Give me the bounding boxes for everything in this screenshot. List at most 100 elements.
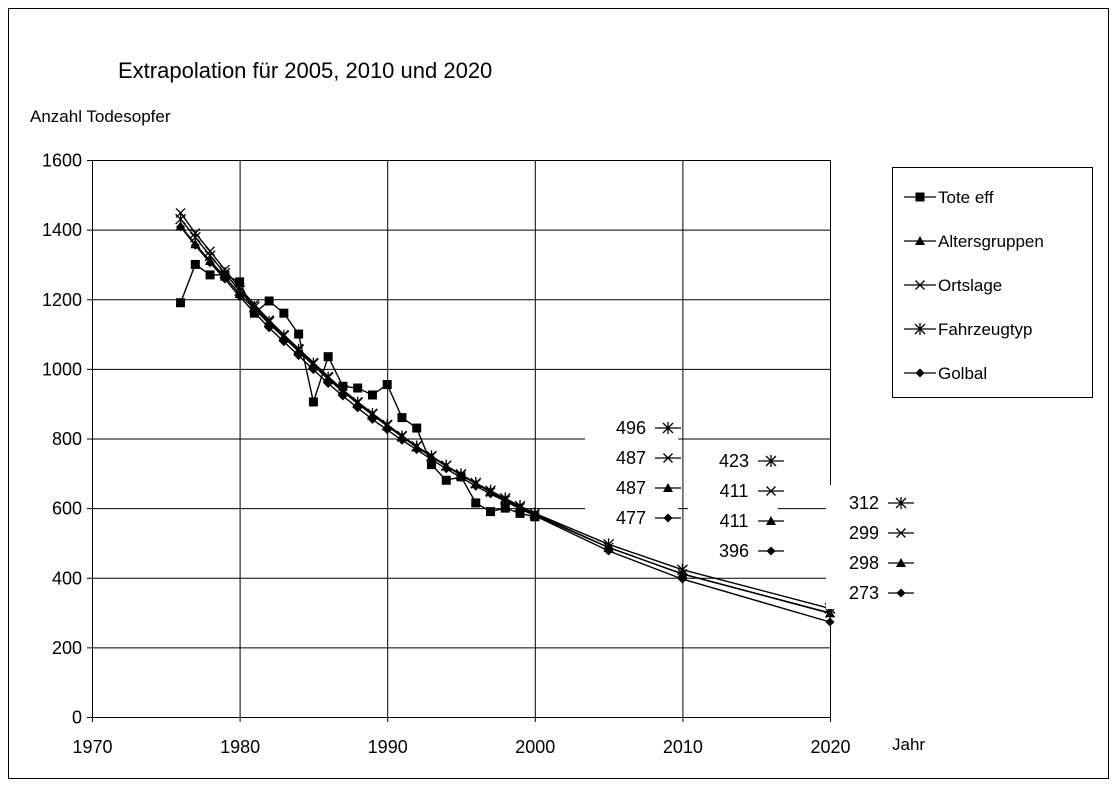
chart-title: Extrapolation für 2005, 2010 und 2020 bbox=[118, 58, 492, 83]
annotation-value: 411 bbox=[720, 511, 749, 531]
data-point bbox=[323, 352, 333, 362]
x-axis-label: Jahr bbox=[892, 735, 925, 754]
data-point bbox=[235, 277, 245, 287]
annotation-marker bbox=[895, 497, 907, 509]
data-point bbox=[441, 464, 451, 474]
axes: 0 200 400 600 800 1000 1200 1400 1600 1970 1980 199… bbox=[42, 151, 851, 758]
data-point bbox=[825, 617, 835, 627]
data-point bbox=[412, 423, 422, 433]
data-point bbox=[397, 413, 407, 423]
x-tick-label: 1990 bbox=[368, 737, 408, 757]
y-tick-label: 0 bbox=[72, 708, 82, 728]
data-point bbox=[279, 337, 289, 347]
annotation-marker bbox=[663, 453, 673, 463]
data-point bbox=[308, 397, 318, 407]
data-point bbox=[205, 270, 215, 280]
series-line bbox=[180, 218, 831, 610]
annotation-value: 396 bbox=[719, 541, 749, 561]
legend-marker bbox=[915, 368, 925, 378]
data-point bbox=[190, 259, 200, 269]
annotation-marker bbox=[766, 546, 776, 556]
x-tick-label: 1970 bbox=[72, 737, 112, 757]
y-tick-label: 1400 bbox=[42, 220, 82, 240]
data-point bbox=[397, 435, 407, 445]
data-point bbox=[338, 391, 348, 401]
annotation-y2010: 423 411 411 396 bbox=[688, 443, 784, 567]
legend-label: Fahrzeugtyp bbox=[938, 320, 1033, 339]
annotation-value: 487 bbox=[616, 448, 646, 468]
legend-label: Altersgruppen bbox=[938, 232, 1044, 251]
data-point bbox=[353, 403, 363, 413]
y-axis-label: Anzahl Todesopfer bbox=[30, 107, 171, 126]
annotation-marker bbox=[663, 483, 673, 492]
data-point bbox=[604, 546, 614, 556]
data-point bbox=[205, 258, 215, 268]
data-point bbox=[456, 472, 466, 482]
data-point bbox=[471, 481, 481, 491]
annotation-backdrop bbox=[826, 485, 936, 609]
data-point bbox=[382, 380, 392, 390]
annotation-marker bbox=[662, 422, 674, 434]
annotation-marker bbox=[766, 516, 776, 525]
legend-label: Tote eff bbox=[938, 188, 994, 207]
data-point bbox=[220, 274, 230, 284]
series-layer bbox=[175, 207, 836, 627]
y-tick-label: 400 bbox=[52, 568, 82, 588]
annotation-value: 411 bbox=[720, 481, 749, 501]
y-tick-label: 200 bbox=[52, 638, 82, 658]
x-tick-label: 2010 bbox=[663, 737, 703, 757]
legend: Tote eff Altersgruppen Ortslage Fahrzeugtyp… bbox=[892, 167, 1093, 398]
annotation-value: 477 bbox=[616, 508, 646, 528]
legend-marker bbox=[915, 236, 925, 245]
x-tick-label: 2020 bbox=[810, 737, 850, 757]
data-point bbox=[264, 323, 274, 333]
data-point bbox=[367, 390, 377, 400]
y-tick-label: 600 bbox=[52, 499, 82, 519]
y-tick-label: 1200 bbox=[42, 290, 82, 310]
data-point bbox=[426, 460, 436, 470]
annotation-value: 312 bbox=[849, 493, 879, 513]
legend-label: Ortslage bbox=[938, 276, 1002, 295]
series-line bbox=[180, 226, 831, 623]
data-point bbox=[353, 383, 363, 393]
annotation-value: 299 bbox=[849, 523, 879, 543]
data-point bbox=[500, 496, 510, 506]
data-point bbox=[486, 507, 496, 517]
annotation-value: 487 bbox=[616, 478, 646, 498]
data-point bbox=[190, 240, 200, 250]
legend-marker bbox=[915, 192, 925, 202]
annotation-value: 496 bbox=[616, 418, 646, 438]
data-point bbox=[412, 445, 422, 455]
annotation-marker bbox=[765, 455, 777, 467]
data-point bbox=[308, 365, 318, 375]
data-point bbox=[676, 563, 688, 576]
data-point bbox=[294, 329, 304, 339]
x-tick-label: 1980 bbox=[220, 737, 260, 757]
annotation-marker bbox=[896, 588, 906, 598]
data-point bbox=[249, 307, 259, 317]
annotation-y2005: 496 487 487 477 bbox=[585, 410, 681, 534]
annotation-backdrop bbox=[688, 443, 778, 567]
data-point bbox=[515, 504, 525, 514]
data-point bbox=[530, 511, 540, 521]
data-point bbox=[176, 222, 186, 232]
annotation-marker bbox=[766, 486, 776, 496]
data-point bbox=[471, 498, 481, 508]
data-point bbox=[677, 574, 687, 584]
data-point bbox=[441, 475, 451, 485]
annotation-marker bbox=[896, 558, 906, 567]
legend-box bbox=[892, 167, 1093, 398]
y-tick-label: 800 bbox=[52, 429, 82, 449]
data-point bbox=[367, 414, 377, 424]
annotation-value: 298 bbox=[849, 553, 879, 573]
series-golbal bbox=[176, 222, 835, 627]
extrapolation-labels: 496 487 487 477 423 411 411 396 312 299 298 273 bbox=[585, 410, 936, 609]
data-point bbox=[294, 351, 304, 361]
legend-marker bbox=[914, 323, 926, 335]
data-point bbox=[264, 296, 274, 306]
data-point bbox=[235, 291, 245, 301]
data-point bbox=[426, 454, 436, 464]
data-point bbox=[500, 503, 510, 513]
gridlines bbox=[92, 160, 831, 717]
